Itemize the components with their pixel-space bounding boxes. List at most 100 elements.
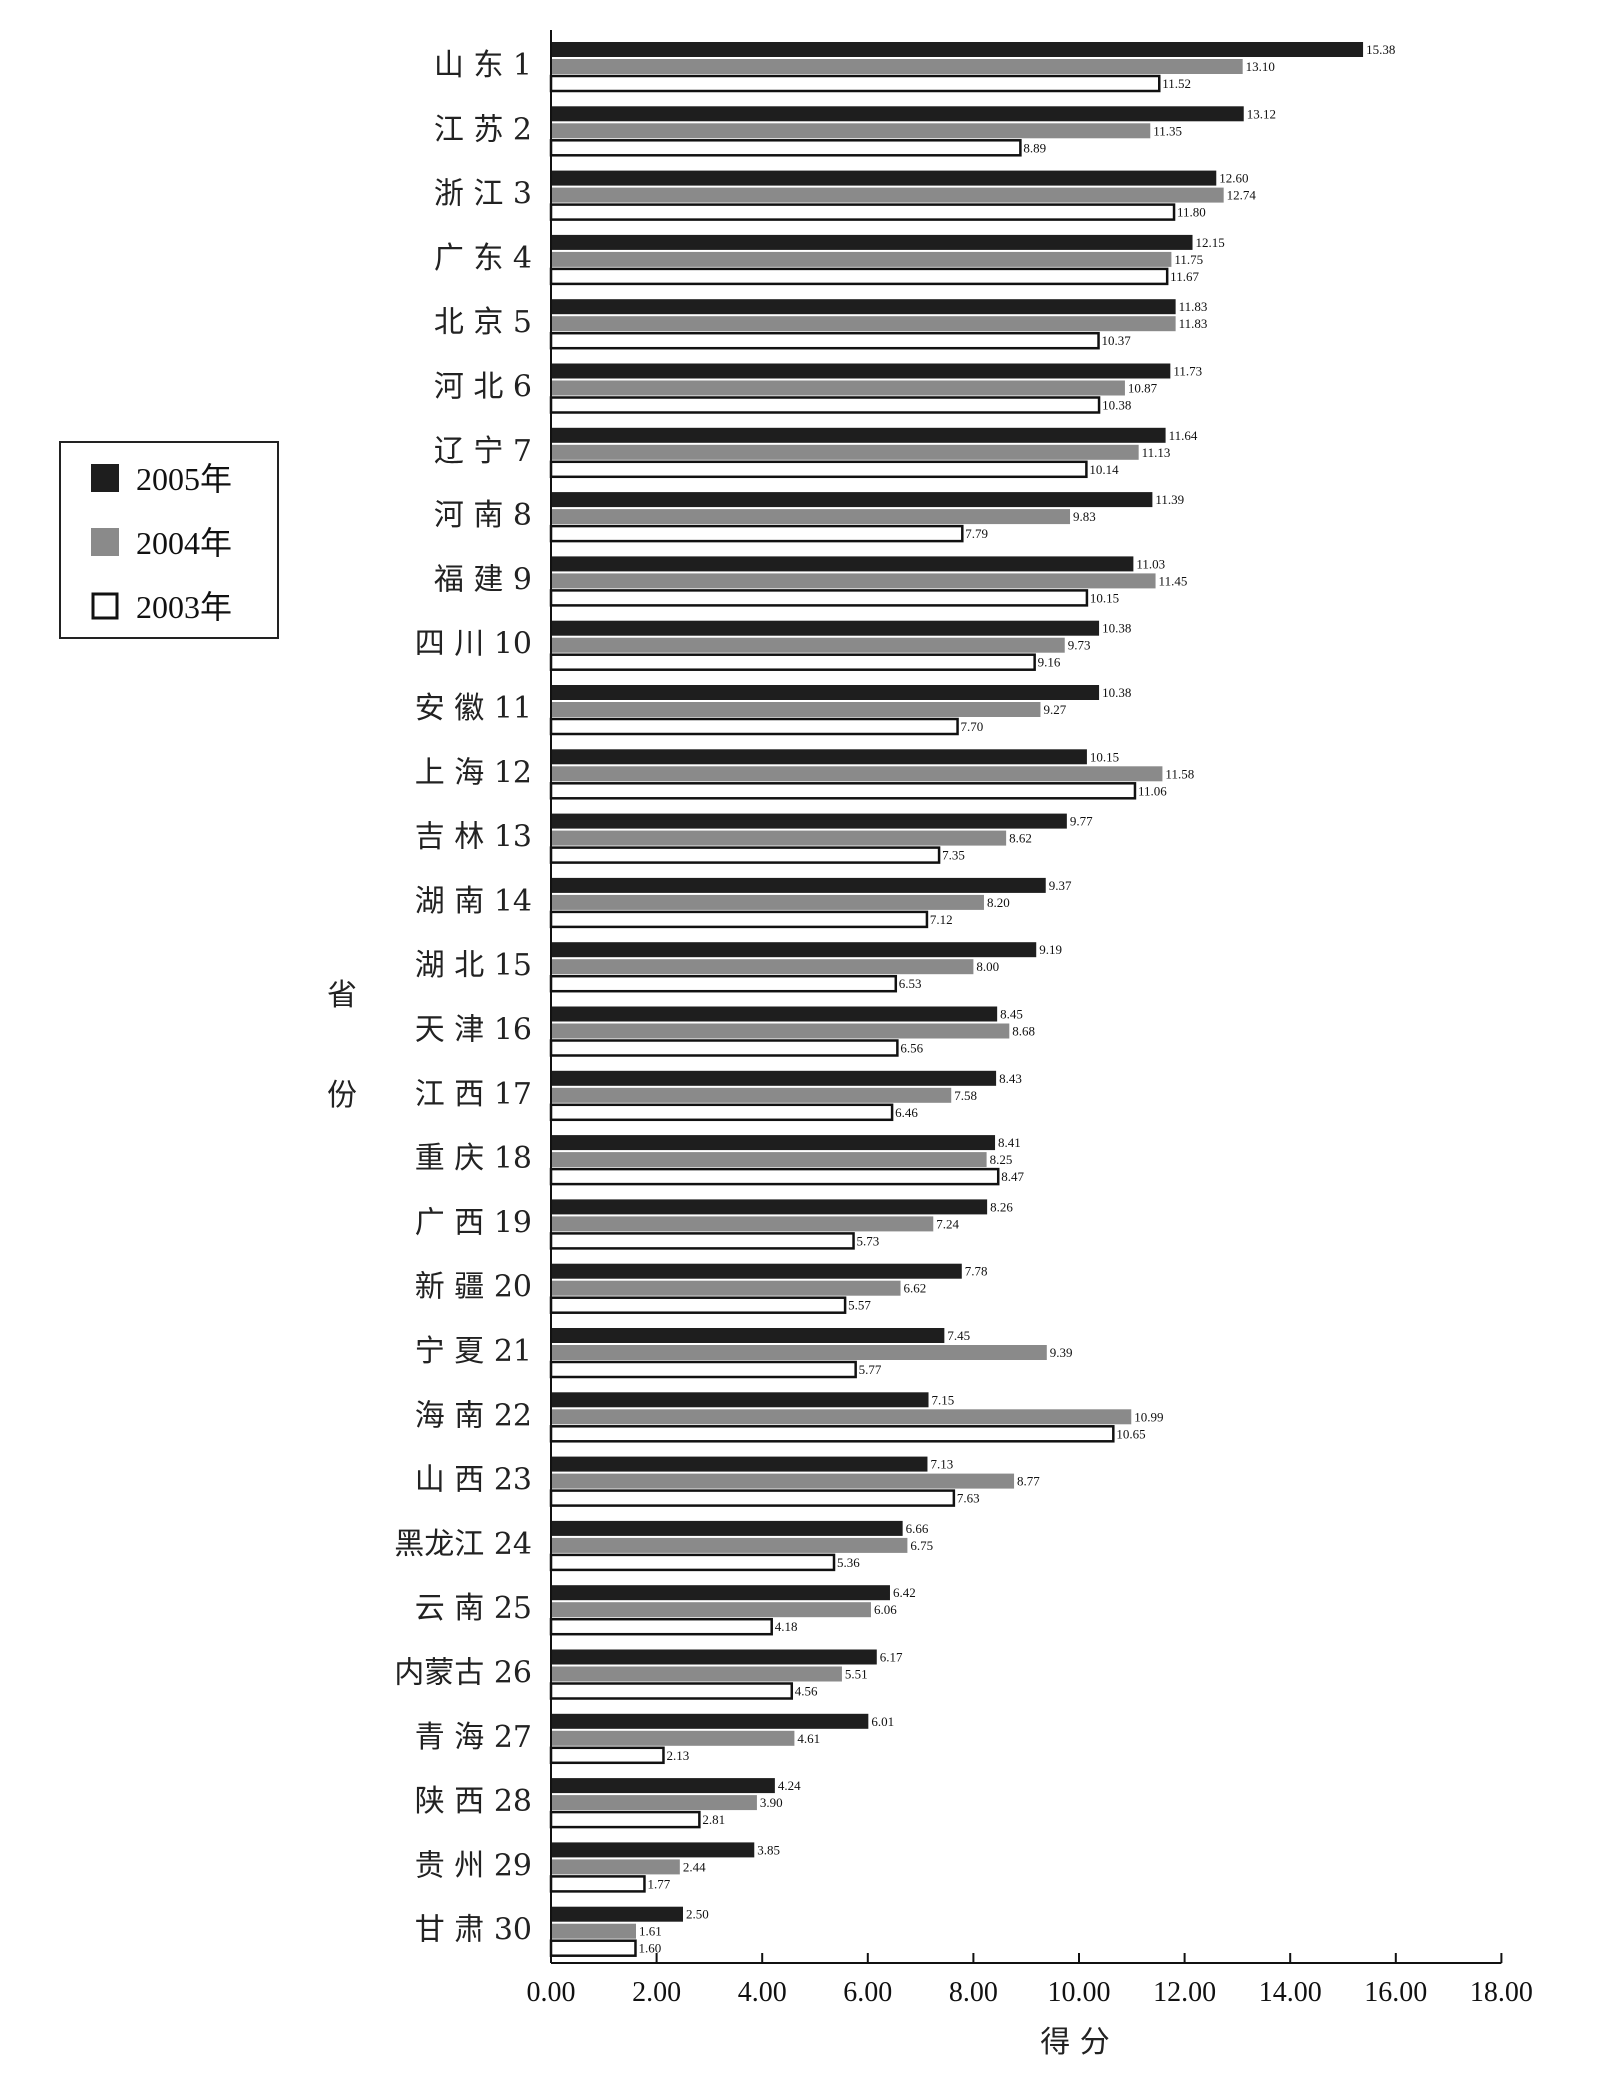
- data-label: 11.06: [1138, 783, 1167, 798]
- y-axis-title-char-1: 省: [327, 978, 357, 1013]
- y-axis-title-char-2: 份: [327, 1078, 357, 1113]
- data-label: 1.77: [647, 1876, 670, 1891]
- data-label: 7.45: [947, 1328, 970, 1343]
- legend-swatch-2003: [91, 592, 119, 620]
- data-label: 9.37: [1049, 878, 1072, 893]
- bar-2004: [551, 1730, 795, 1746]
- bar-2003: [549, 203, 1176, 221]
- data-label: 12.15: [1196, 235, 1225, 250]
- bar-2003: [549, 74, 1161, 93]
- bar-2003: [549, 1553, 836, 1572]
- data-label: 11.64: [1169, 428, 1198, 443]
- data-label: 4.56: [795, 1684, 818, 1699]
- bar-2004: [551, 1409, 1132, 1425]
- x-tick-label: 12.00: [1153, 1977, 1216, 2008]
- data-label: 9.73: [1068, 638, 1091, 653]
- bar-2003: [549, 1360, 857, 1379]
- bar-2005: [551, 1778, 775, 1794]
- x-tick-label: 16.00: [1364, 1977, 1427, 2008]
- bar-2003: [549, 653, 1036, 671]
- bar-2004: [551, 59, 1243, 74]
- data-label: 2.50: [686, 1907, 709, 1922]
- data-label: 4.61: [797, 1731, 820, 1746]
- x-tick-label: 10.00: [1048, 1977, 1111, 2008]
- bar-2005: [551, 749, 1087, 765]
- category-label: 新 疆 20: [415, 1270, 532, 1305]
- category-labels: 山 东 1 江 苏 2 浙 江 3 广 东 4 北 京 5 河 北 6 辽 宁 7 河 南 8…: [394, 48, 532, 1948]
- bar-2003: [549, 267, 1169, 286]
- data-label: 9.27: [1043, 702, 1066, 717]
- bar-2004: [551, 509, 1071, 525]
- bar-2003: [549, 846, 941, 864]
- bar-2003: [549, 1232, 855, 1250]
- bar-2005: [551, 363, 1171, 379]
- data-label: 6.66: [906, 1521, 929, 1536]
- bar-2005: [551, 42, 1364, 57]
- legend-label: 2004年: [136, 525, 232, 561]
- category-label: 天 津 16: [415, 1013, 532, 1048]
- bar-2003: [549, 910, 929, 929]
- data-label: 3.90: [760, 1795, 783, 1810]
- data-label: 11.67: [1170, 269, 1199, 284]
- data-label: 10.15: [1090, 590, 1119, 605]
- data-label: 11.58: [1165, 766, 1194, 781]
- bar-2005: [551, 234, 1193, 250]
- data-label: 11.75: [1174, 252, 1203, 267]
- category-label: 广 东 4: [434, 241, 532, 276]
- data-label: 6.56: [900, 1041, 923, 1056]
- data-label: 1.60: [638, 1941, 661, 1956]
- data-label: 7.63: [957, 1491, 980, 1506]
- data-label: 8.45: [1000, 1007, 1023, 1022]
- data-label: 5.77: [859, 1362, 882, 1377]
- data-label: 11.73: [1173, 364, 1202, 379]
- bar-2004: [551, 444, 1139, 460]
- data-label: 10.38: [1102, 398, 1131, 413]
- data-label: 5.36: [837, 1555, 860, 1570]
- data-label: 10.38: [1102, 685, 1131, 700]
- bar-2004: [551, 830, 1007, 846]
- bar-2003: [549, 782, 1137, 800]
- x-tick-label: 14.00: [1259, 1977, 1322, 2008]
- category-label: 青 海 27: [415, 1720, 532, 1755]
- data-label: 2.13: [666, 1748, 689, 1763]
- category-label: 山 西 23: [415, 1463, 532, 1498]
- data-label: 10.37: [1102, 333, 1132, 348]
- bar-2005: [551, 106, 1244, 122]
- bar-2004: [551, 380, 1125, 396]
- data-label: 8.25: [990, 1152, 1013, 1167]
- category-label: 四 川 10: [415, 627, 532, 662]
- legend: 2005年 2004年 2003年: [59, 441, 279, 639]
- data-label: 5.51: [845, 1667, 868, 1682]
- bar-2003: [549, 1103, 894, 1122]
- data-label: 2.81: [702, 1812, 725, 1827]
- value-labels: 15.38 13.10 11.52 13.12 11.35 8.89 12.60 12.74 1…: [638, 42, 1395, 1956]
- bar-2003: [549, 139, 1022, 157]
- data-label: 9.39: [1050, 1345, 1073, 1360]
- category-label: 上 海 12: [415, 755, 532, 790]
- data-label: 10.14: [1089, 462, 1119, 477]
- bar-2005: [551, 1199, 988, 1215]
- bar-2005: [551, 685, 1100, 700]
- category-label: 辽 宁 7: [434, 434, 532, 469]
- category-label: 广 西 19: [415, 1205, 532, 1240]
- data-label: 6.17: [880, 1650, 903, 1665]
- bar-2004: [551, 1923, 637, 1939]
- data-label: 11.35: [1153, 123, 1182, 138]
- data-label: 7.15: [932, 1392, 955, 1407]
- data-label: 8.47: [1001, 1169, 1024, 1184]
- y-axis-title: 省 份: [327, 978, 357, 1113]
- legend-label: 2003年: [136, 589, 232, 625]
- legend-swatch-2005: [91, 464, 119, 492]
- category-label: 陕 西 28: [415, 1784, 532, 1819]
- bar-2005: [551, 1713, 869, 1729]
- legend-swatch-2004: [91, 528, 119, 556]
- bar-2005: [551, 813, 1067, 829]
- category-label: 北 京 5: [434, 305, 532, 340]
- axes: 0.00 2.00 4.00 6.00 8.00 10.00 12.00 14.00 16.00…: [527, 30, 1533, 2008]
- data-label: 7.13: [930, 1457, 953, 1472]
- data-label: 8.26: [990, 1199, 1013, 1214]
- bar-2004: [551, 702, 1041, 717]
- bar-2005: [551, 427, 1166, 443]
- data-label: 7.70: [961, 719, 984, 734]
- bar-2003: [549, 1039, 899, 1057]
